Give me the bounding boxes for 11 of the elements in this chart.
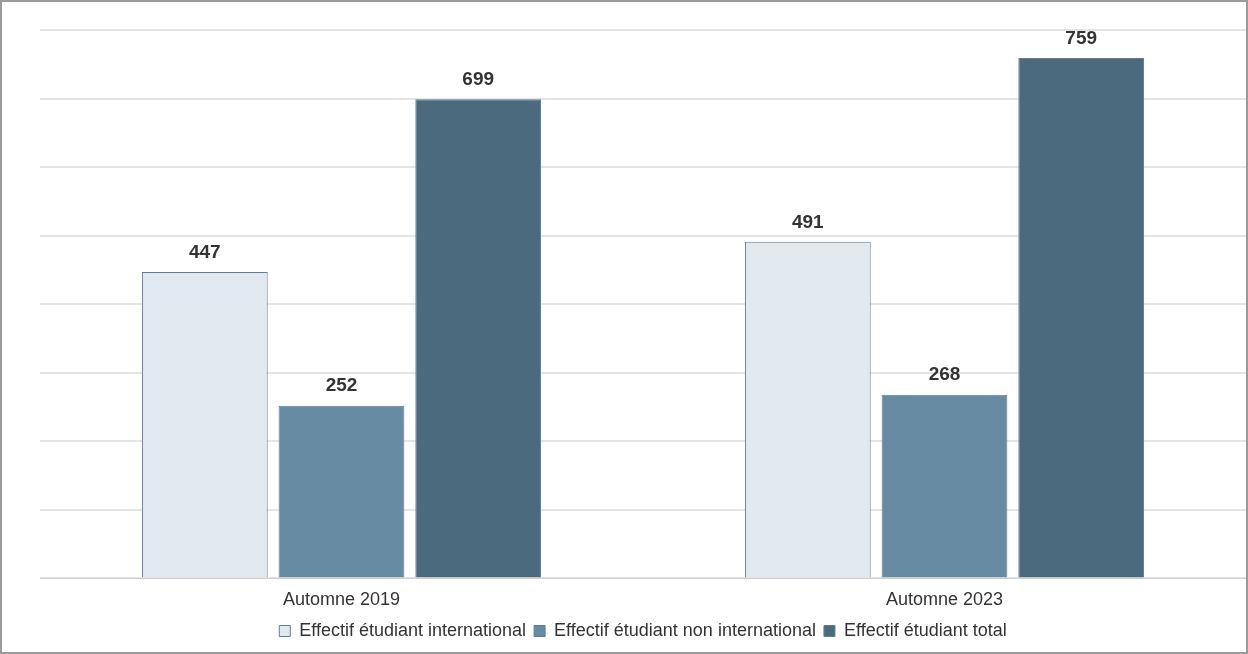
legend-label: Effectif étudiant international bbox=[299, 619, 527, 640]
data-label: 252 bbox=[325, 374, 358, 396]
x-tick-label: Automne 2023 bbox=[885, 589, 1004, 610]
x-tick-label: Automne 2019 bbox=[282, 589, 401, 610]
legend-label: Effectif étudiant non international bbox=[554, 619, 816, 640]
data-label: 491 bbox=[791, 210, 825, 232]
data-label: 759 bbox=[1065, 26, 1098, 48]
data-label: 447 bbox=[188, 240, 221, 262]
legend-label: Effectif étudiant total bbox=[843, 619, 1007, 640]
data-label: 268 bbox=[928, 363, 961, 385]
data-label: 699 bbox=[462, 67, 495, 89]
